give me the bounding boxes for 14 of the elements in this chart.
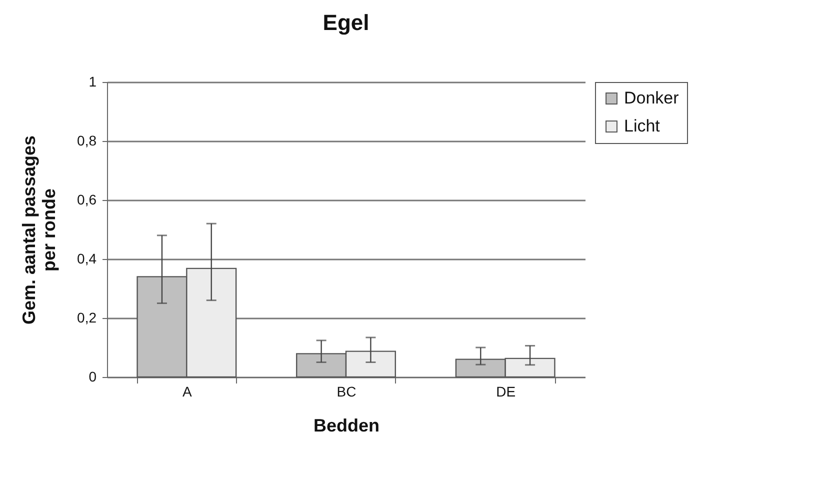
y-tick-label: 0,6 (77, 192, 97, 208)
y-tick-label: 0,2 (77, 310, 97, 326)
chart-title: Egel (322, 10, 370, 35)
y-axis-title: Gem. aantal passages per ronde (19, 135, 60, 325)
x-tick-label: BC (336, 384, 356, 400)
x-tick-label: DE (496, 384, 516, 400)
y-tick-label: 0,8 (77, 132, 97, 148)
y-tick-label: 0 (88, 368, 97, 384)
x-axis-title: Bedden (313, 416, 380, 436)
x-tick-label: A (182, 384, 192, 400)
legend-label: Licht (624, 116, 660, 136)
y-tick-label: 1 (88, 74, 97, 90)
legend-label: Donker (624, 88, 680, 108)
y-tick-label: 0,4 (77, 250, 97, 266)
